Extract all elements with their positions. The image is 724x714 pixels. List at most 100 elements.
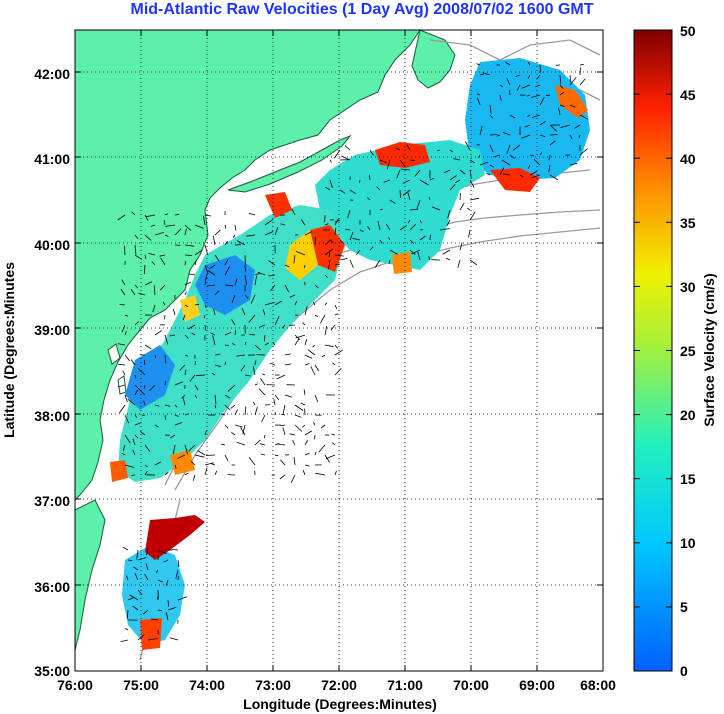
y-tick-label: 38:00 xyxy=(34,408,70,424)
velocity-arrow xyxy=(184,228,187,236)
velocity-arrow xyxy=(163,559,169,563)
velocity-arrow xyxy=(131,211,136,216)
velocity-arrow xyxy=(151,261,156,266)
velocity-arrow xyxy=(154,330,162,336)
velocity-arrow xyxy=(163,220,166,226)
velocity-arrow xyxy=(368,174,371,181)
velocity-arrow xyxy=(141,414,146,417)
velocity-arrow xyxy=(506,78,511,86)
velocity-arrow xyxy=(339,239,343,244)
velocity-arrow xyxy=(324,344,334,348)
velocity-arrow xyxy=(263,434,266,439)
velocity-arrow xyxy=(345,228,351,231)
colorbar-ticks xyxy=(634,29,672,672)
velocity-arrow xyxy=(359,179,361,183)
velocity-arrow xyxy=(126,575,129,581)
velocity-arrow xyxy=(274,315,280,326)
velocity-arrow xyxy=(130,288,136,296)
velocity-arrow xyxy=(559,91,565,96)
velocity-arrow xyxy=(184,472,189,476)
y-tick-label: 36:00 xyxy=(34,579,70,595)
velocity-arrow xyxy=(258,388,266,396)
velocity-arrow xyxy=(204,430,207,436)
velocity-arrow xyxy=(127,559,133,562)
colorbar-tick-labels: 50 45 40 35 30 25 20 15 10 5 0 xyxy=(680,23,696,679)
velocity-arrow xyxy=(162,301,166,306)
velocity-arrow xyxy=(236,354,246,357)
velocity-arrow xyxy=(211,463,216,466)
velocity-arrow xyxy=(512,144,521,151)
velocity-arrow xyxy=(174,414,179,417)
velocity-arrow xyxy=(366,197,371,201)
velocity-arrow xyxy=(154,404,160,407)
velocity-arrow xyxy=(224,332,232,336)
velocity-arrow xyxy=(124,245,126,256)
velocity-arrow xyxy=(539,97,545,106)
velocity-arrow xyxy=(117,384,126,388)
velocity-arrow xyxy=(132,438,136,446)
velocity-arrow xyxy=(187,324,196,330)
velocity-arrow xyxy=(191,332,196,336)
velocity-arrow xyxy=(117,214,126,221)
velocity-arrow xyxy=(447,209,451,219)
velocity-arrow xyxy=(254,275,257,286)
velocity-arrow xyxy=(204,467,208,476)
velocity-arrow xyxy=(231,342,236,346)
velocity-arrow xyxy=(509,114,516,119)
velocity-arrow xyxy=(209,264,216,270)
velocity-arrow xyxy=(304,439,309,446)
velocity-arrow xyxy=(359,229,364,232)
velocity-arrow xyxy=(304,430,313,436)
velocity-arrow xyxy=(569,104,576,108)
velocity-arrow xyxy=(152,304,156,313)
velocity-arrow xyxy=(280,459,286,466)
velocity-arrow xyxy=(241,308,246,316)
velocity-arrow xyxy=(144,444,151,452)
x-tick-label: 70:00 xyxy=(453,677,489,693)
velocity-arrow xyxy=(428,256,431,261)
x-tick-label: 72:00 xyxy=(321,677,357,693)
velocity-arrow xyxy=(369,246,374,251)
colorbar-tick-label: 5 xyxy=(680,599,688,615)
velocity-arrow xyxy=(579,63,584,66)
velocity-arrow xyxy=(419,219,422,224)
velocity-arrow xyxy=(419,235,426,241)
velocity-arrow xyxy=(414,169,421,177)
velocity-arrow xyxy=(169,434,176,439)
velocity-arrow xyxy=(188,273,196,276)
velocity-arrow xyxy=(262,309,266,316)
velocity-arrow xyxy=(334,304,338,309)
velocity-arrow xyxy=(184,413,190,416)
velocity-arrow xyxy=(289,294,296,298)
velocity-arrow xyxy=(204,214,212,217)
velocity-arrow xyxy=(138,388,146,396)
velocity-arrow xyxy=(386,159,391,170)
velocity-arrow xyxy=(221,413,226,416)
velocity-arrow xyxy=(516,84,521,91)
velocity-arrow xyxy=(254,344,261,351)
velocity-arrow xyxy=(334,470,337,476)
velocity-arrow xyxy=(439,228,450,231)
velocity-arrow xyxy=(324,239,332,246)
velocity-arrow xyxy=(150,224,156,227)
velocity-arrow xyxy=(321,354,326,358)
grid-lines xyxy=(75,30,603,671)
velocity-arrow xyxy=(182,397,186,406)
velocity-arrow xyxy=(143,400,146,406)
x-tick-label: 73:00 xyxy=(255,677,291,693)
velocity-arrow xyxy=(210,332,216,336)
velocity-arrow xyxy=(252,366,256,376)
y-tick-label: 40:00 xyxy=(34,237,70,253)
velocity-arrow xyxy=(240,364,246,372)
velocity-arrow xyxy=(279,474,286,480)
velocity-arrow xyxy=(149,384,156,392)
velocity-arrow xyxy=(330,324,336,331)
velocity-arrow xyxy=(213,309,216,316)
velocity-arrow xyxy=(130,359,136,366)
velocity-arrow xyxy=(164,314,166,320)
velocity-arrow xyxy=(184,244,195,247)
velocity-arrow xyxy=(489,114,494,119)
velocity-arrow xyxy=(174,422,183,426)
velocity-arrow xyxy=(560,124,571,128)
velocity-arrow xyxy=(280,424,286,427)
